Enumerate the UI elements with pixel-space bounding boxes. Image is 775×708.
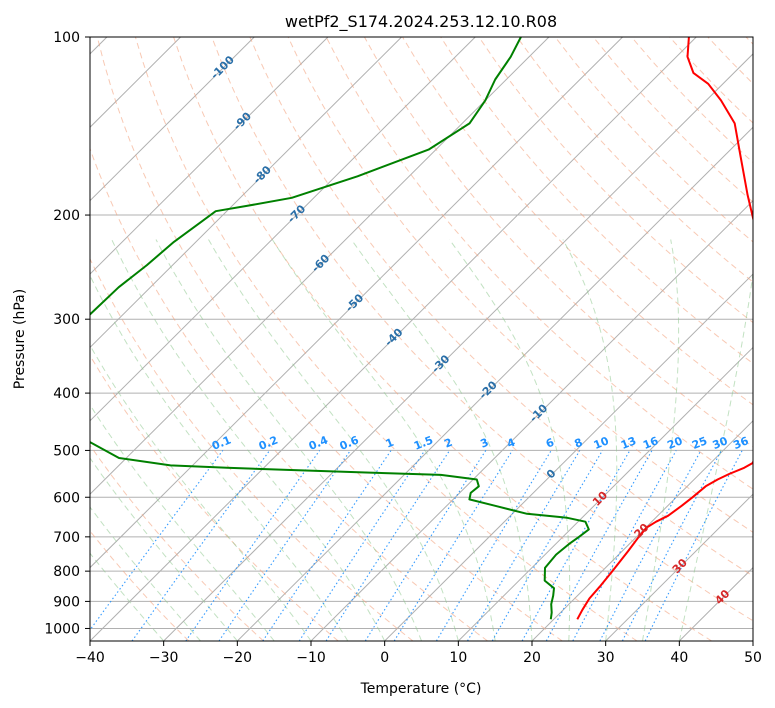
mixing-ratio-line: [545, 450, 653, 641]
x-tick-label: 20: [523, 650, 541, 666]
y-tick-label: 700: [53, 530, 80, 546]
isotherm-line: [457, 346, 753, 641]
moist-adiabat: [155, 239, 422, 641]
x-tick-label: −30: [149, 650, 179, 666]
moist-adiabat: [642, 239, 680, 641]
dry-adiabat: [90, 257, 414, 641]
isotherm-line: [163, 53, 753, 641]
x-tick-label: −10: [296, 650, 326, 666]
dewpoint-profile-line: [90, 37, 590, 620]
dry-adiabat: [211, 37, 753, 622]
x-tick-label: −40: [75, 650, 105, 666]
mixing-ratio-line: [298, 450, 426, 641]
dry-adiabat: [173, 37, 712, 641]
chart-title: wetPf2_S174.2024.253.12.10.R08: [285, 12, 557, 32]
dry-adiabat: [90, 444, 264, 641]
isotherm-line: [605, 493, 753, 641]
y-tick-label: 300: [53, 312, 80, 328]
mixing-ratio-line: [90, 450, 224, 631]
mixing-ratio-line: [325, 450, 451, 641]
mixing-ratio-line: [644, 450, 743, 641]
x-tick-label: 30: [597, 650, 615, 666]
isotherm-line: [90, 37, 623, 569]
moist-adiabat: [90, 344, 312, 641]
isotherm-line: [90, 37, 255, 202]
isotherm-line: [90, 37, 402, 349]
mixing-ratio-label: 2: [442, 436, 454, 451]
mixing-ratio-label: 20: [665, 434, 684, 452]
moist-adiabat: [90, 274, 349, 641]
y-axis-label: Pressure (hPa): [12, 289, 28, 389]
isotherm-line: [90, 37, 476, 422]
moist-adiabat: [678, 269, 753, 641]
mixing-ratio-lines: [90, 450, 743, 641]
x-tick-label: −20: [223, 650, 253, 666]
dry-adiabat: [287, 37, 753, 533]
profile-series: [90, 37, 753, 620]
dry-adiabat: [134, 37, 638, 641]
y-tick-label: 500: [53, 443, 80, 459]
mixing-ratio-label: 25: [690, 434, 709, 452]
moist-adiabat: [111, 239, 386, 641]
temperature-profile-line: [576, 37, 753, 620]
mixing-ratio-label: 16: [641, 434, 660, 452]
x-axis-ticks: −40 −30 −20 −10 0 10 20 30 40 50: [75, 641, 762, 666]
isotherm-line: [531, 420, 753, 641]
x-tick-label: 10: [449, 650, 467, 666]
mixing-ratio-label: 8: [573, 436, 585, 451]
x-tick-label: 0: [380, 650, 389, 666]
y-tick-label: 900: [53, 594, 80, 610]
isotherm-grid: [90, 37, 753, 641]
dry-adiabat: [90, 354, 339, 641]
isotherm-line: [384, 273, 753, 641]
moist-adiabat: [350, 239, 533, 641]
mixing-ratio-line: [521, 450, 631, 641]
moist-adiabat: [448, 239, 571, 641]
mixing-ratio-line: [393, 450, 513, 641]
moist-adiabat: [271, 239, 496, 641]
x-axis-label: Temperature (°C): [360, 681, 482, 697]
y-tick-label: 800: [53, 564, 80, 580]
dry-adiabat: [516, 37, 753, 283]
y-axis-ticks: 100 200 300 400 500 600 700 800 900 1000: [44, 30, 90, 637]
mixing-ratio-line: [262, 450, 392, 641]
x-tick-label: 40: [670, 650, 688, 666]
dry-adiabat: [249, 37, 753, 577]
mixing-ratio-label: 30: [711, 434, 730, 452]
isotherm-line: [236, 126, 753, 641]
mixing-ratio-line: [131, 450, 271, 641]
moist-adiabats: [90, 239, 753, 641]
plot-frame: [89, 36, 754, 642]
mixing-ratio-label: 36: [731, 434, 750, 452]
isotherm-line: [90, 37, 329, 275]
mixing-ratio-label: 3: [479, 436, 491, 451]
plot-area: -100-90-80-70-60-50-40-30-20-10010203040…: [90, 37, 753, 641]
dry-adiabat: [325, 37, 753, 490]
mixing-ratio-label: 1: [384, 436, 396, 451]
mixing-ratio-line: [185, 450, 321, 641]
moist-adiabat: [208, 239, 459, 641]
y-tick-label: 100: [53, 30, 80, 46]
y-tick-label: 400: [53, 386, 80, 402]
mixing-ratio-line: [218, 450, 351, 641]
y-tick-label: 200: [53, 208, 80, 224]
mixing-ratio-line: [572, 450, 677, 641]
dry-adiabat: [96, 37, 563, 641]
y-tick-label: 1000: [44, 621, 80, 637]
mixing-ratio-label: 13: [619, 434, 638, 452]
mixing-ratio-label: 10: [592, 434, 611, 452]
x-tick-label: 50: [744, 650, 762, 666]
y-tick-label: 600: [53, 490, 80, 506]
dry-adiabats: [90, 37, 753, 641]
